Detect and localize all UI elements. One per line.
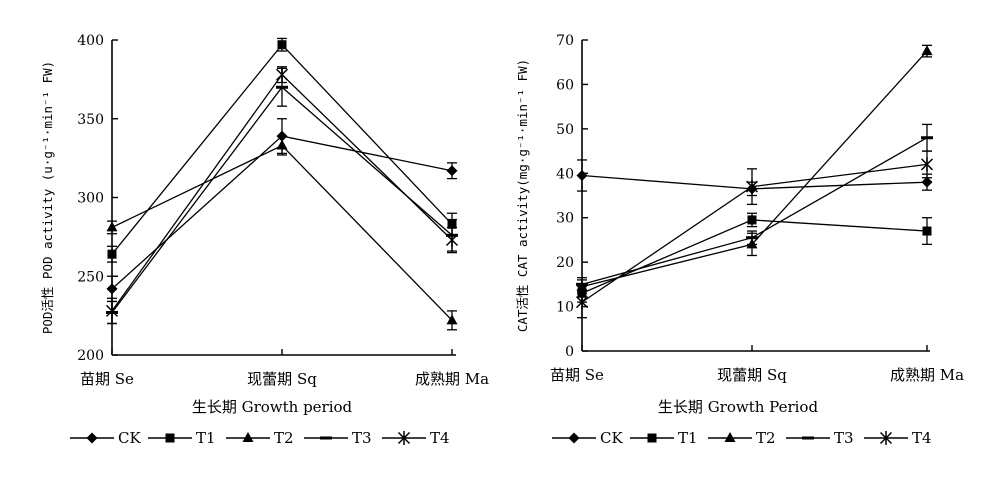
data-point-CK-shape <box>921 176 933 188</box>
legend-label-T2: T2 <box>756 429 776 447</box>
chart-2: 0 10 20 30 40 50 60 70 苗期 Se 现蕾期 Sq 成熟期 Ma 生长期 Grow… <box>515 33 964 447</box>
legend-marker-T2-shape <box>242 432 254 442</box>
series-T4 <box>105 66 459 325</box>
legend-label-T2: T2 <box>274 429 294 447</box>
x-axis-title: 生长期 Growth Period <box>658 398 819 416</box>
data-point-T1 <box>922 226 932 236</box>
legend-marker-CK-shape <box>86 432 98 444</box>
x-tick-label: 现蕾期 Sq <box>247 370 317 388</box>
legend-label-T1: T1 <box>678 429 698 447</box>
legend-marker-T1 <box>165 433 175 443</box>
series-line-CK <box>111 135 453 290</box>
y-tick-label: 0 <box>565 344 574 360</box>
series-line-T3 <box>581 137 928 285</box>
data-point-T2-shape <box>106 221 118 232</box>
legend-marker-T4 <box>397 431 411 445</box>
data-point-T1-shape <box>107 249 117 259</box>
y-tick-label: 40 <box>556 166 574 182</box>
data-point-T2 <box>276 139 288 150</box>
series-T1 <box>577 212 932 303</box>
legend: CK T1 T2 T3 T4 <box>70 429 450 447</box>
legend-label-T4: T4 <box>912 429 932 447</box>
data-point-T4 <box>575 295 589 310</box>
series-line-T4 <box>111 73 453 312</box>
data-point-T2-shape <box>921 45 933 56</box>
legend-label-T4: T4 <box>430 429 450 447</box>
legend-label-CK: CK <box>118 429 141 447</box>
legend-marker-CK <box>86 432 98 444</box>
x-axis-title: 生长期 Growth period <box>192 398 353 416</box>
data-point-CK <box>576 170 588 182</box>
x-tick-label: 成熟期 Ma <box>890 366 964 384</box>
y-tick-label: 350 <box>77 112 104 128</box>
data-point-T1 <box>747 215 757 225</box>
x-tick-label: 现蕾期 Sq <box>717 366 787 384</box>
data-point-CK-shape <box>576 170 588 182</box>
legend-marker-T1-shape <box>647 433 657 443</box>
data-point-CK-shape <box>446 165 458 177</box>
y-tick-label: 10 <box>556 300 574 316</box>
legend-marker-T2 <box>724 432 736 442</box>
data-point-CK-shape <box>106 283 118 295</box>
data-point-CK <box>921 176 933 188</box>
data-point-T2-shape <box>276 139 288 150</box>
data-point-T2 <box>921 45 933 56</box>
y-axis-title: CAT活性 CAT activity(mg·g⁻¹·min⁻¹ FW) <box>515 59 530 332</box>
legend-marker-T4 <box>879 431 893 445</box>
data-point-T2 <box>446 314 458 325</box>
legend-marker-CK <box>568 432 580 444</box>
data-point-T1-shape <box>277 40 287 50</box>
series-T2 <box>106 135 458 331</box>
data-point-T4 <box>745 179 759 194</box>
y-tick-label: 300 <box>77 191 104 207</box>
data-point-T4 <box>920 157 934 172</box>
legend-marker-T1-shape <box>165 433 175 443</box>
data-point-T4 <box>445 233 459 248</box>
series-T1 <box>107 37 457 263</box>
y-tick-label: 250 <box>77 269 104 285</box>
series-line-T2 <box>111 144 453 321</box>
y-tick-label: 50 <box>556 122 574 138</box>
legend-label-T1: T1 <box>196 429 216 447</box>
data-point-T4 <box>105 303 119 318</box>
legend-label-CK: CK <box>600 429 623 447</box>
series-T3 <box>576 123 933 292</box>
legend-label-T3: T3 <box>834 429 854 447</box>
y-tick-label: 400 <box>77 33 104 49</box>
x-tick-label: 苗期 Se <box>80 370 134 388</box>
data-point-T1 <box>107 249 117 259</box>
y-tick-label: 60 <box>556 77 574 93</box>
legend-marker-CK-shape <box>568 432 580 444</box>
x-tick-label: 苗期 Se <box>550 366 604 384</box>
data-point-CK <box>106 283 118 295</box>
data-point-T4 <box>275 67 289 82</box>
data-point-T1-shape <box>747 215 757 225</box>
y-tick-label: 20 <box>556 255 574 271</box>
data-point-T1 <box>277 40 287 50</box>
chart-1: 200 250 300 350 400 苗期 Se 现蕾期 Sq 成熟期 Ma 生长期 Grow… <box>40 33 489 447</box>
x-tick-label: 成熟期 Ma <box>415 370 489 388</box>
y-tick-label: 200 <box>77 348 104 364</box>
data-point-CK <box>446 165 458 177</box>
y-axis-title: POD活性 POD activity (u·g⁻¹·min⁻¹ FW) <box>40 61 55 334</box>
y-tick-label: 70 <box>556 33 574 49</box>
data-point-T2-shape <box>446 314 458 325</box>
legend-label-T3: T3 <box>352 429 372 447</box>
y-tick-label: 30 <box>556 211 574 227</box>
legend-marker-T2 <box>242 432 254 442</box>
series-T4 <box>575 150 934 319</box>
data-point-T1-shape <box>922 226 932 236</box>
legend: CK T1 T2 T3 T4 <box>552 429 932 447</box>
data-point-T2 <box>106 221 118 232</box>
legend-marker-T2-shape <box>724 432 736 442</box>
legend-marker-T1 <box>647 433 657 443</box>
